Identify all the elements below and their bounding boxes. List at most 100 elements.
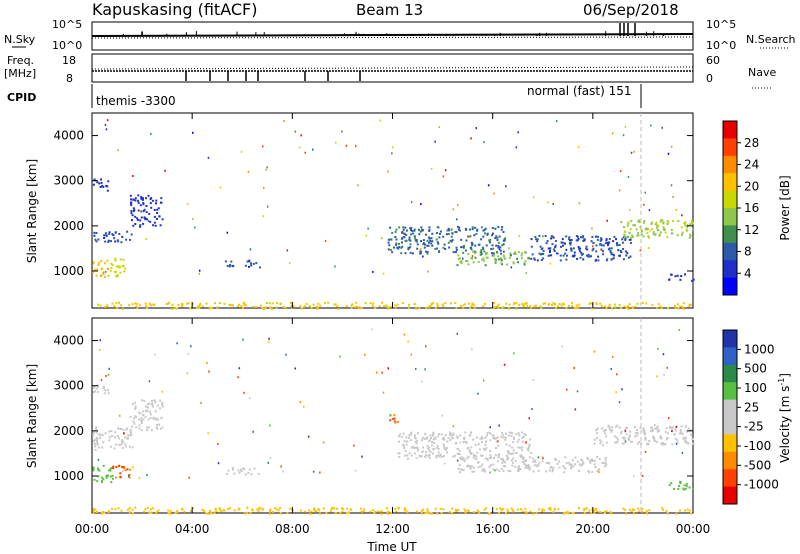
range-cell [481,463,484,466]
range-cell [680,432,683,435]
range-cell [424,433,427,436]
range-cell [428,230,431,232]
range-cell [688,236,691,239]
range-cell [469,235,472,238]
range-cell [465,239,468,242]
range-cell [610,253,613,256]
range-cell [607,424,610,427]
range-cell [252,262,255,265]
range-cell [255,262,258,265]
range-cell [118,233,121,235]
range-cell [668,417,670,420]
range-cell [119,428,122,431]
range-cell [527,446,530,449]
range-cell [495,440,498,443]
range-cell [125,238,128,241]
range-cell [674,275,677,278]
range-cell [502,231,505,233]
range-cell [129,416,132,419]
range-cell [559,259,562,262]
range-cell [109,475,112,478]
range-cell [455,306,458,309]
range-cell [595,250,598,253]
range-cell [111,302,114,305]
range-cell [622,248,625,250]
range-cell [628,231,631,234]
range-cell [663,443,666,446]
range-cell [147,406,150,409]
range-cell [336,507,339,510]
range-cell [155,426,158,429]
range-cell [102,510,104,513]
range-cell [244,304,247,307]
range-cell [116,273,119,276]
range-cell [134,223,137,225]
range-cell [475,232,478,235]
range-cell [414,237,417,240]
range-cell [558,460,561,463]
range-cell [514,251,517,254]
range-cell [646,228,649,231]
range-cell [624,125,627,128]
range-cell [404,226,407,229]
nsky-spikes [122,23,665,36]
range-cell [603,510,606,513]
range-cell [595,303,598,305]
range-cell [441,414,443,417]
range-cell [426,508,429,511]
range-cell [445,233,448,236]
range-cell [528,468,531,470]
range-cell [439,507,442,510]
range-cell [147,194,150,197]
range-cell [517,432,520,435]
range-cell [210,307,213,309]
range-cell [630,151,633,154]
range-cell [565,248,568,251]
range-cell [131,219,133,222]
range-cell [426,445,429,448]
range-cell [616,244,619,247]
range-cell [593,508,596,511]
range-cell [692,487,695,490]
range-cell [95,431,98,434]
range-cell [469,467,472,470]
range-cell [596,510,599,513]
range-cell [668,278,671,281]
range-cell [652,233,655,236]
range-cell [476,229,479,232]
range-cell [524,466,527,469]
range-cell [436,305,439,307]
range-cell [156,404,159,407]
range-cell [483,470,486,473]
range-cell [490,457,493,459]
range-cell [489,426,491,429]
colorbar-swatch [723,190,737,209]
range-cell [458,452,461,455]
colorbar-tick-label: 100 [744,381,767,395]
range-cell [531,253,534,256]
range-cell [565,462,568,464]
range-cell [620,306,622,309]
range-cell [521,431,523,434]
range-cell [626,236,629,239]
range-cell [690,512,693,515]
range-cell [457,467,460,470]
range-cell [456,264,459,267]
range-cell [575,306,578,309]
range-cell [618,401,621,404]
range-cell [369,302,372,305]
range-cell [349,508,352,511]
range-cell [533,464,536,467]
range-cell [112,234,115,237]
range-cell [98,261,101,264]
range-cell [176,510,179,513]
range-cell [620,221,623,224]
range-cell [243,391,245,394]
range-cell [250,264,253,267]
power-colorbar-title: Power [dB] [778,175,792,240]
range-cell [521,449,524,452]
range-cell [100,274,103,277]
range-cell [130,204,133,206]
range-cell [510,507,513,510]
range-cell [149,410,152,413]
